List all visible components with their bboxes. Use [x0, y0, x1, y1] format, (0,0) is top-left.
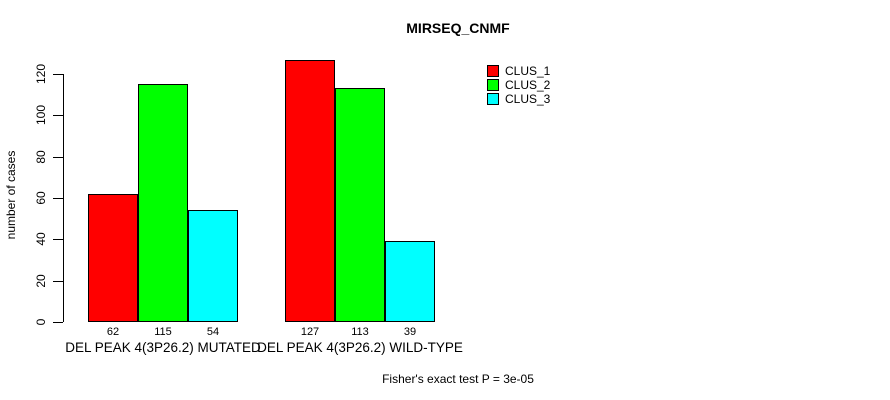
legend: CLUS_1 CLUS_2 CLUS_3 [487, 64, 550, 106]
category-label: DEL PEAK 4(3P26.2) MUTATED [65, 340, 261, 355]
bar-value-label: 127 [300, 326, 320, 338]
y-axis-line [63, 74, 64, 322]
y-tick [53, 156, 63, 158]
bar-clus_2-group2 [335, 88, 385, 322]
y-tick [53, 239, 63, 241]
legend-label: CLUS_1 [505, 64, 551, 78]
bar-value-label: 113 [351, 326, 369, 338]
y-tick-label: 0 [34, 318, 48, 326]
footer-annotation: Fisher's exact test P = 3e-05 [382, 372, 534, 386]
bar-value-label: 115 [154, 326, 172, 338]
bar-value-label: 54 [206, 326, 220, 338]
legend-item-clus_1: CLUS_1 [487, 64, 550, 78]
bar-value-label: 39 [403, 326, 417, 338]
y-tick-label: 20 [34, 273, 48, 288]
y-tick [53, 74, 63, 75]
bar-clus_3-group2 [385, 241, 435, 322]
legend-label: CLUS_2 [505, 78, 551, 92]
y-tick [53, 115, 63, 117]
bar-clus_1-group1 [88, 194, 138, 322]
bar-clus_1-group2 [285, 60, 335, 322]
legend-swatch-clus_1 [487, 65, 499, 77]
y-tick-label: 60 [34, 191, 48, 205]
y-tick-label: 80 [34, 149, 48, 164]
category-label: DEL PEAK 4(3P26.2) WILD-TYPE [257, 340, 463, 355]
legend-item-clus_3: CLUS_3 [487, 92, 550, 106]
y-tick-label: 120 [34, 63, 48, 85]
legend-swatch-clus_2 [487, 79, 499, 91]
y-tick [53, 280, 63, 282]
bar-clus_3-group1 [188, 210, 238, 322]
bar-value-label: 62 [106, 326, 120, 338]
y-tick-label: 40 [34, 232, 48, 247]
legend-item-clus_2: CLUS_2 [487, 78, 550, 92]
y-tick-label: 100 [34, 105, 48, 126]
bar-clus_2-group1 [138, 84, 188, 322]
chart-title: MIRSEQ_CNMF [406, 20, 510, 36]
y-tick [53, 198, 63, 199]
legend-label: CLUS_3 [505, 92, 551, 106]
y-tick [53, 322, 63, 323]
legend-swatch-clus_3 [487, 93, 499, 105]
